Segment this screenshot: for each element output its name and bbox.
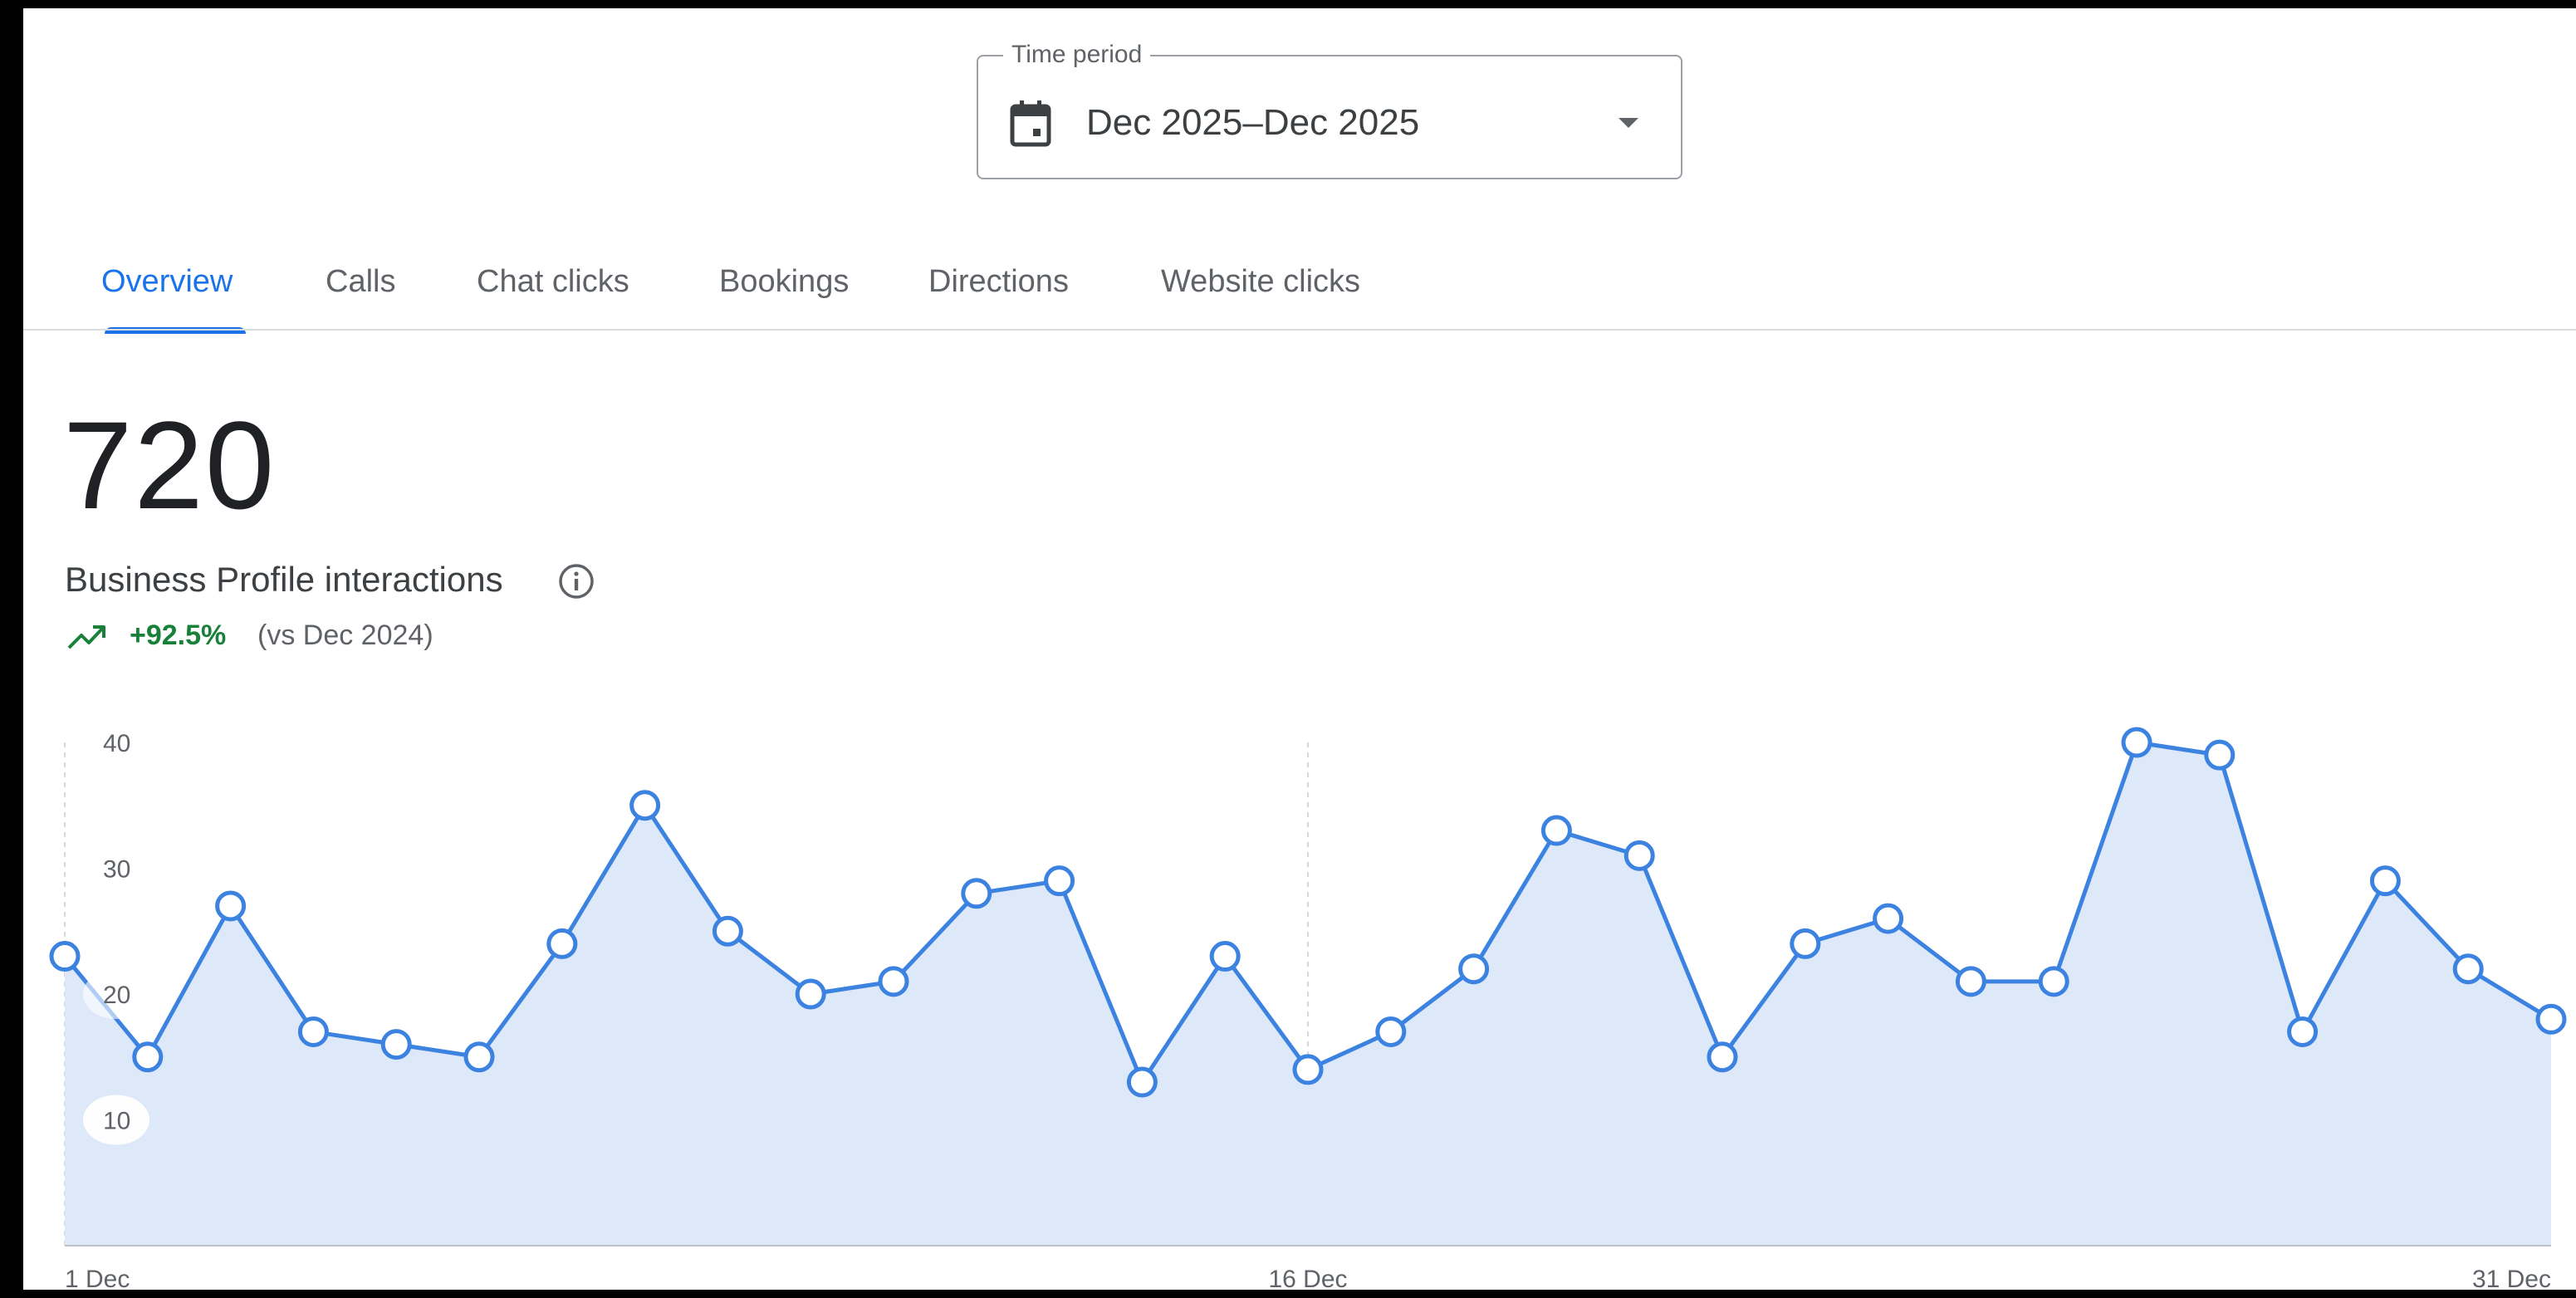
data-point[interactable]: [1873, 903, 1904, 934]
trend-percent: +92.5%: [130, 620, 227, 651]
data-point[interactable]: [795, 978, 826, 1010]
active-tab-indicator: [105, 327, 246, 334]
data-point[interactable]: [2452, 953, 2484, 985]
data-point[interactable]: [297, 1016, 329, 1047]
data-point[interactable]: [1044, 865, 1075, 897]
tab-website-clicks[interactable]: Website clicks: [1161, 264, 1361, 299]
y-tick-label: 20: [103, 982, 130, 1009]
data-point[interactable]: [49, 941, 81, 972]
y-tick-label: 10: [103, 1108, 130, 1135]
interactions-chart[interactable]: 10 20 30 40 1 Dec 16 Dec 31 Dec: [23, 8, 2576, 1290]
data-point[interactable]: [463, 1041, 495, 1073]
time-period-select[interactable]: Time period Dec 2025–Dec 2025: [977, 38, 1682, 179]
y-tick-label: 30: [103, 856, 130, 884]
page-frame: Time period Dec 2025–Dec 2025 Overview C…: [23, 8, 2576, 1290]
x-tick-label: 1 Dec: [65, 1266, 130, 1290]
data-point[interactable]: [546, 928, 578, 959]
data-point[interactable]: [1955, 966, 1986, 997]
y-tick-label-background: [83, 969, 149, 1019]
data-point[interactable]: [712, 915, 743, 947]
info-icon[interactable]: [556, 561, 596, 601]
data-point[interactable]: [2369, 865, 2401, 897]
data-point[interactable]: [1126, 1066, 1158, 1098]
time-period-value: Dec 2025–Dec 2025: [1086, 102, 1420, 143]
data-point[interactable]: [629, 790, 661, 821]
tab-calls[interactable]: Calls: [326, 264, 396, 299]
data-point[interactable]: [1707, 1041, 1738, 1073]
data-point[interactable]: [1458, 953, 1490, 985]
data-point[interactable]: [1209, 941, 1241, 972]
x-tick-label: 16 Dec: [1268, 1266, 1347, 1290]
data-point[interactable]: [1292, 1054, 1324, 1085]
data-point[interactable]: [878, 966, 909, 997]
time-period-label: Time period: [1003, 38, 1151, 71]
data-point[interactable]: [2038, 966, 2069, 997]
tab-directions[interactable]: Directions: [928, 264, 1069, 299]
tab-overview[interactable]: Overview: [101, 264, 233, 299]
data-point[interactable]: [2204, 739, 2236, 771]
tabs-divider: [23, 329, 2576, 331]
data-point[interactable]: [1790, 928, 1821, 959]
tab-bookings[interactable]: Bookings: [719, 264, 850, 299]
data-point[interactable]: [1540, 815, 1572, 846]
metric-total: 720: [63, 395, 277, 535]
data-point[interactable]: [1623, 840, 1655, 871]
data-point[interactable]: [2121, 727, 2152, 758]
trend-comparison: (vs Dec 2024): [257, 620, 433, 651]
data-point[interactable]: [1375, 1016, 1407, 1047]
data-point[interactable]: [380, 1029, 412, 1060]
x-tick-label: 31 Dec: [2472, 1266, 2551, 1290]
y-tick-label-background: [83, 1095, 149, 1145]
data-point[interactable]: [2287, 1016, 2319, 1047]
data-point[interactable]: [215, 890, 247, 922]
data-point[interactable]: [132, 1041, 164, 1073]
metric-label: Business Profile interactions: [65, 560, 503, 599]
data-point[interactable]: [961, 878, 992, 909]
tab-bar: Overview Calls Chat clicks Bookings Dire…: [23, 233, 2576, 337]
chevron-down-icon[interactable]: [1616, 115, 1641, 131]
calendar-icon: [1010, 100, 1051, 147]
trending-up-icon: [67, 625, 105, 649]
y-tick-label: 40: [103, 730, 130, 757]
data-point[interactable]: [2535, 1003, 2567, 1035]
tab-chat-clicks[interactable]: Chat clicks: [477, 264, 629, 299]
